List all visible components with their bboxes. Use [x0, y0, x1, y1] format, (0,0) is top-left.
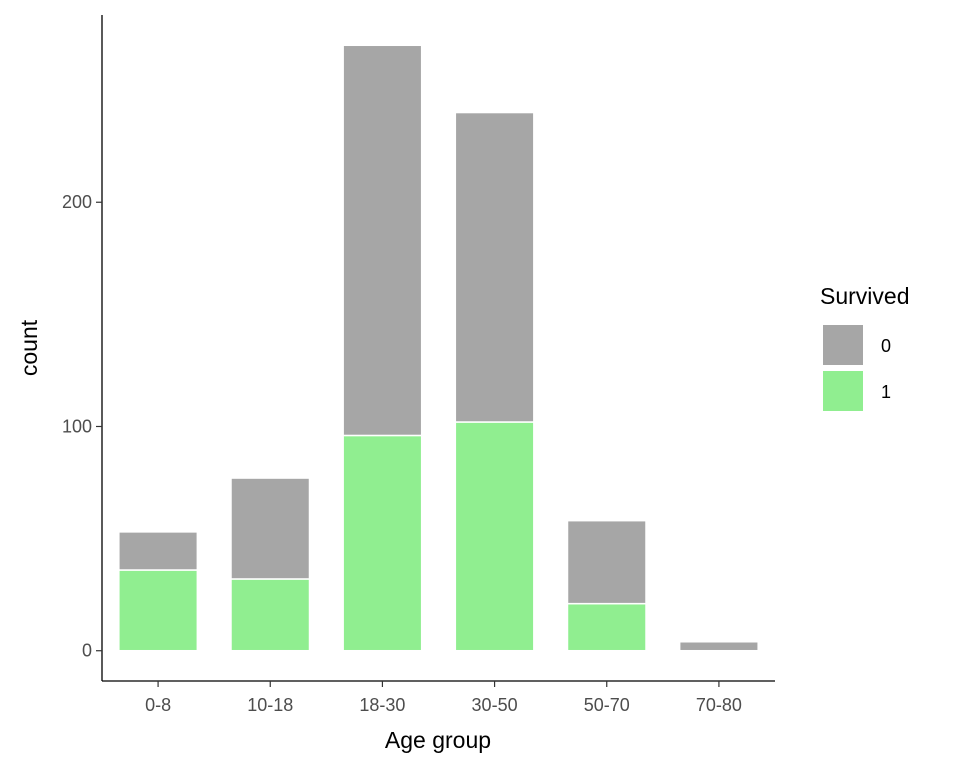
x-tick-label-70-80: 70-80 [696, 695, 742, 715]
bars-layer [118, 44, 759, 652]
bar-0-8-survived-1 [118, 569, 199, 652]
bar-50-70-survived-0 [566, 519, 647, 605]
legend-label-1: 1 [881, 382, 891, 402]
y-axis-title: count [16, 319, 42, 376]
x-tick-label-10-18: 10-18 [247, 695, 293, 715]
legend-swatch-1 [823, 371, 863, 411]
bar-18-30-survived-1 [342, 434, 423, 652]
legend-items: 01 [823, 325, 891, 411]
x-tick-label-0-8: 0-8 [145, 695, 171, 715]
y-tick-label-0: 0 [82, 641, 92, 661]
bar-18-30-survived-0 [342, 44, 423, 437]
y-tick-label-200: 200 [62, 192, 92, 212]
bar-30-50-survived-1 [454, 421, 535, 652]
bar-10-18-survived-0 [230, 477, 311, 580]
x-tick-label-30-50: 30-50 [472, 695, 518, 715]
axes-layer: 0 100 200 0-8 10-18 18-30 30-50 50-70 70-80 [62, 15, 775, 715]
x-tick-label-50-70: 50-70 [584, 695, 630, 715]
legend-swatch-0 [823, 325, 863, 365]
x-axis-title: Age group [385, 727, 491, 753]
bar-70-80-survived-0 [678, 641, 759, 652]
x-tick-label-18-30: 18-30 [359, 695, 405, 715]
bar-50-70-survived-1 [566, 602, 647, 652]
legend-label-0: 0 [881, 336, 891, 356]
legend: Survived 01 [820, 283, 909, 411]
bar-30-50-survived-0 [454, 111, 535, 423]
bar-10-18-survived-1 [230, 578, 311, 652]
bar-0-8-survived-0 [118, 531, 199, 571]
y-tick-label-100: 100 [62, 416, 92, 436]
legend-title: Survived [820, 283, 909, 309]
